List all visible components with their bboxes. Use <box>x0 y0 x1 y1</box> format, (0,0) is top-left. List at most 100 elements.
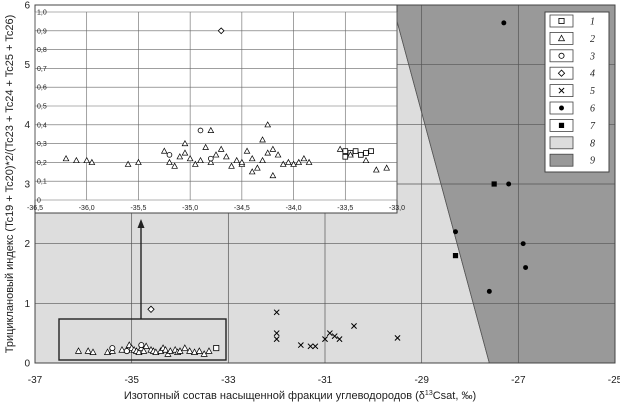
inset-point-series-2 <box>186 155 194 162</box>
legend-label: 1 <box>590 17 595 28</box>
point-series-5 <box>312 343 319 350</box>
inset-point-series-3 <box>166 152 173 158</box>
inset-y-tick-label: 0 <box>37 198 41 205</box>
inset-x-tick-label: -35,0 <box>182 205 198 212</box>
point-series-2 <box>118 346 126 353</box>
legend-entry-6: 6 <box>549 101 595 115</box>
inset-y-tick-label: 0,4 <box>37 122 47 129</box>
legend-label: 3 <box>589 51 595 62</box>
legend-label: 5 <box>590 86 595 97</box>
legend-entry-3: 3 <box>549 49 595 62</box>
point-series-4 <box>147 305 155 313</box>
x-tick-label: -37 <box>28 375 43 386</box>
legend-label: 8 <box>590 138 595 149</box>
inset-point-series-2 <box>269 145 277 152</box>
inset-point-series-2 <box>264 121 272 128</box>
inset-point-series-2 <box>279 160 287 167</box>
inset-point-series-2 <box>222 153 230 160</box>
inset-y-tick-label: 0,6 <box>37 85 47 92</box>
inset-point-series-2 <box>166 158 173 165</box>
inset-point-series-2 <box>269 171 277 179</box>
main-scatter-points <box>74 20 529 357</box>
inset-point-series-2 <box>160 147 168 154</box>
inset-x-tick-label: -33,5 <box>337 205 353 212</box>
point-series-6 <box>506 181 512 187</box>
legend-marker-2 <box>557 34 566 42</box>
inset-point-series-2 <box>197 156 204 164</box>
legend-marker-1 <box>558 17 565 24</box>
inset-point-series-2 <box>248 168 256 175</box>
inset-x-tick-label: -34,5 <box>234 205 250 212</box>
inset-point-series-2 <box>62 155 70 162</box>
inset-point-series-2 <box>295 158 303 165</box>
x-tick-label: -33 <box>221 375 236 386</box>
inset-point-series-2 <box>73 156 80 164</box>
point-series-5 <box>336 336 343 343</box>
legend-marker-3 <box>558 52 565 59</box>
inset-point-series-2 <box>305 158 313 165</box>
inset-x-tick-label: -36,5 <box>27 205 43 212</box>
point-series-2 <box>89 348 97 355</box>
inset-frame <box>34 4 398 214</box>
point-series-5 <box>322 336 328 343</box>
y-tick-label: 2 <box>24 239 30 250</box>
point-series-7 <box>452 253 459 259</box>
y-tick-label: 5 <box>24 60 30 71</box>
legend-marker-4 <box>557 69 566 77</box>
inset-x-tick-label: -36,0 <box>79 205 95 212</box>
svg-text:Изотопный состав насыщенной фр: Изотопный состав насыщенной фракции угле… <box>124 390 476 402</box>
point-series-6 <box>523 265 529 271</box>
point-series-5 <box>351 323 357 329</box>
legend: 1 2 3 4 5 6 7 8 9 <box>549 14 596 167</box>
inset-point-series-2 <box>347 151 354 158</box>
inset-point-series-2 <box>274 151 282 158</box>
point-series-2 <box>84 347 92 354</box>
legend-entry-1: 1 <box>549 14 595 28</box>
x-axis-title-sup: 13 <box>425 390 433 397</box>
point-series-6 <box>501 20 507 26</box>
inset-point-series-2 <box>264 149 272 156</box>
legend-entry-7: 7 <box>549 119 596 132</box>
point-series-2 <box>181 344 189 351</box>
inset-point-series-2 <box>83 156 91 164</box>
zoom-box <box>58 318 227 361</box>
inset-y-tick-label: 0,1 <box>37 179 47 186</box>
inset-point-series-2 <box>88 158 96 165</box>
inset-point-series-2 <box>176 153 184 160</box>
point-series-2 <box>161 346 170 353</box>
point-series-2 <box>103 348 112 355</box>
legend-swatch <box>549 136 574 150</box>
inset-point-series-2 <box>238 158 246 165</box>
inset-point-series-2 <box>336 145 344 152</box>
inset-point-series-1 <box>357 152 364 158</box>
inset-point-series-2 <box>259 156 266 164</box>
inset-point-series-2 <box>243 147 251 154</box>
y-axis-title: Трициклановый индекс (Tc19 + Tc20)*2/(Tc… <box>4 15 16 354</box>
inset-point-series-2 <box>362 156 370 164</box>
point-series-5 <box>307 343 314 350</box>
inset-y-tick-label: 1,0 <box>37 10 47 17</box>
inset-point-series-2 <box>181 139 189 147</box>
main-tick-labels: -37 -35 -33 -31 -29 -27 -25 0 1 2 3 4 5 6 <box>24 1 620 387</box>
legend-marker-5 <box>558 87 565 94</box>
inset-point-series-1 <box>352 148 359 154</box>
inset-point-series-2 <box>207 158 215 165</box>
legend-marker-6 <box>559 105 564 111</box>
legend-entry-5: 5 <box>549 84 595 97</box>
point-series-2 <box>152 348 160 355</box>
point-series-5 <box>331 333 338 340</box>
inset-y-tick-label: 0,3 <box>37 141 47 148</box>
point-series-2 <box>190 348 199 355</box>
legend-label: 4 <box>590 69 595 80</box>
point-series-5 <box>273 330 280 337</box>
legend-entry-9: 9 <box>549 153 595 167</box>
inset-point-series-2 <box>248 155 256 162</box>
inset-point-series-2 <box>181 149 189 156</box>
point-series-2 <box>135 348 143 355</box>
inset-point-series-2 <box>285 158 292 165</box>
point-series-2 <box>205 347 213 354</box>
inset-point-series-2 <box>124 160 132 167</box>
inset-tick-labels: -36,5 -36,0 -35,5 -35,0 -34,5 -34,0 -33,5 -33,0… <box>27 10 405 213</box>
inset-point-series-2 <box>135 158 142 165</box>
point-series-6 <box>453 229 458 235</box>
